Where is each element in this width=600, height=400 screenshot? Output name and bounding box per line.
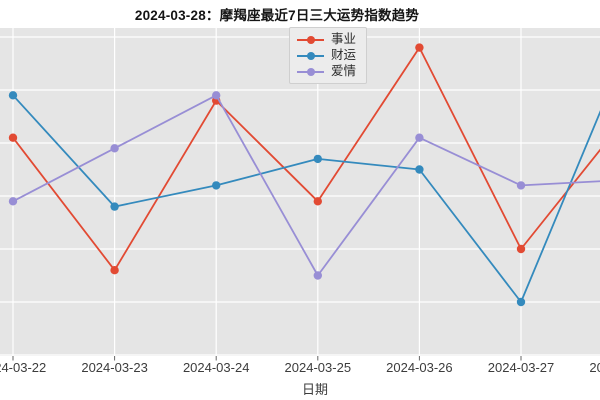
- data-point-2-5: [516, 181, 526, 190]
- x-tick-label: 2024-03-27: [488, 360, 555, 375]
- x-tick-label: 2024-03-25: [285, 360, 352, 375]
- x-tick-label: 2024-03-24: [183, 360, 250, 375]
- legend-marker-career: [297, 35, 324, 45]
- x-tick-label: 2024-03-26: [386, 360, 453, 375]
- legend-item-career: 事业: [297, 32, 356, 47]
- data-point-2-0: [8, 197, 18, 206]
- legend: 事业 财运 爱情: [289, 27, 368, 84]
- x-tick-label: 2024-03-23: [81, 360, 148, 375]
- legend-item-wealth: 财运: [297, 48, 356, 63]
- data-point-2-2: [212, 91, 221, 100]
- data-point-0-5: [516, 244, 526, 254]
- data-point-1-5: [516, 297, 526, 307]
- data-point-1-0: [8, 91, 18, 100]
- x-tick-label: 2024-03-28: [589, 360, 600, 375]
- chart-title: 2024-03-28：摩羯座最近7日三大运势指数趋势: [134, 8, 420, 23]
- legend-marker-wealth: [297, 51, 324, 61]
- data-point-1-3: [313, 154, 322, 164]
- data-point-2-4: [415, 133, 424, 142]
- data-point-1-2: [212, 181, 221, 190]
- data-point-2-3: [313, 271, 322, 280]
- legend-label-career: 事业: [331, 32, 357, 46]
- data-point-1-4: [415, 165, 424, 174]
- data-point-0-3: [313, 197, 322, 206]
- data-point-0-1: [110, 266, 119, 275]
- legend-item-love: 爱情: [297, 64, 356, 79]
- data-point-0-0: [8, 133, 18, 142]
- legend-marker-love: [297, 67, 324, 77]
- x-axis-label: 日期: [301, 382, 329, 397]
- data-point-0-4: [415, 43, 424, 52]
- legend-label-wealth: 财运: [331, 48, 357, 62]
- x-tick-label: 2024-03-22: [0, 360, 46, 375]
- data-point-1-1: [110, 202, 119, 211]
- legend-label-love: 爱情: [331, 64, 357, 78]
- data-point-2-1: [110, 144, 119, 153]
